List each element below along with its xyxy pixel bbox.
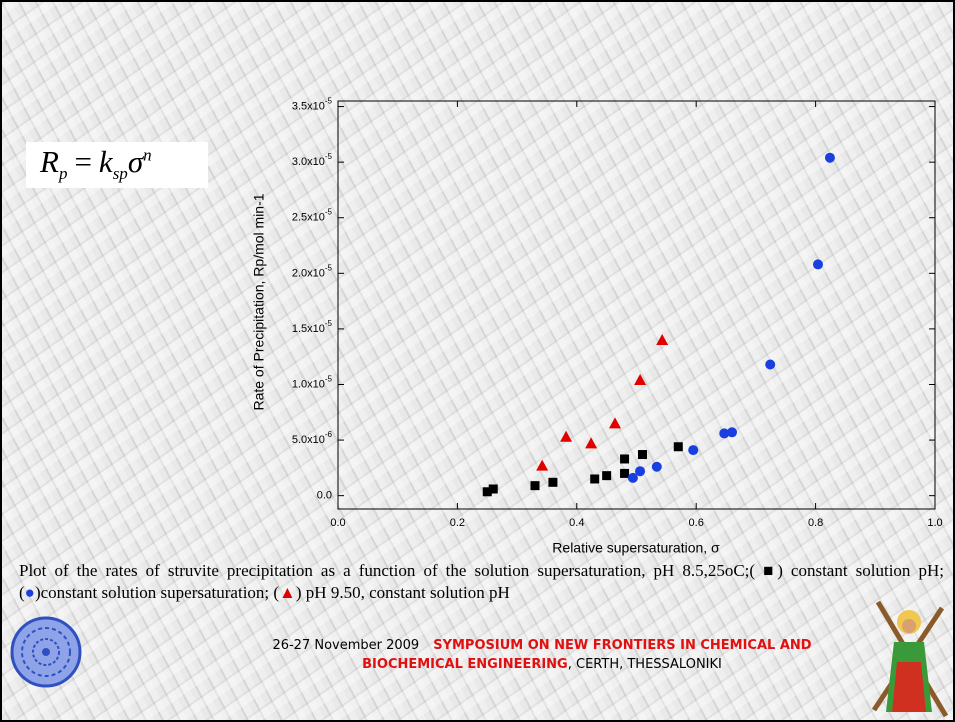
circle-marker [688, 445, 699, 456]
square-marker [590, 474, 600, 484]
caption-symbol: ● [24, 583, 35, 602]
triangle-marker [609, 417, 622, 429]
x-axis-label: Relative supersaturation, σ [552, 540, 720, 556]
triangle-marker [560, 430, 573, 442]
plot-frame [337, 100, 936, 510]
circle-marker [635, 466, 646, 477]
footer-place: , CERTH, THESSALONIKI [567, 657, 722, 672]
footer-symposium: SYMPOSIUM ON NEW FRONTIERS IN CHEMICAL A… [362, 638, 812, 672]
circle-marker [812, 259, 823, 270]
circle-marker [824, 152, 835, 163]
triangle-marker [585, 437, 598, 449]
x-tick-label: 0.4 [569, 517, 584, 529]
formula-part: sp [112, 164, 128, 184]
circle-marker [765, 359, 776, 370]
footer: 26-27 November 2009 SYMPOSIUM ON NEW FRON… [222, 636, 862, 674]
y-tick-label: 3.5x10-5 [292, 97, 333, 113]
triangle-marker [634, 374, 647, 386]
formula-box: Rp = kspσn [26, 142, 208, 188]
square-marker [602, 471, 612, 481]
square-marker [530, 481, 540, 491]
square-marker [548, 477, 558, 487]
square-marker [488, 484, 498, 494]
caption-text: ) constant solution pH; ( [19, 561, 944, 602]
formula-part: p [58, 164, 68, 184]
x-tick-label: 1.0 [927, 517, 942, 529]
y-axis-label: Rate of Precipitation, Rp/mol min-1 [251, 193, 267, 410]
formula-part: n [143, 145, 152, 165]
y-tick-label: 1.0x10-5 [292, 375, 333, 391]
circle-marker [727, 427, 738, 438]
circle-marker [627, 472, 638, 483]
x-tick-label: 0.0 [330, 517, 345, 529]
caption-text: Plot of the rates of struvite precipitat… [19, 561, 764, 580]
caption-text: ) pH 9.50, constant solution pH [295, 583, 510, 602]
x-tick-label: 0.2 [450, 517, 465, 529]
square-marker [620, 468, 630, 478]
triangle-marker [656, 334, 669, 346]
caption-text: )constant solution supersaturation; ( [34, 583, 280, 602]
square-marker [482, 487, 492, 497]
caption-symbol: ▲ [279, 583, 296, 602]
square-marker [673, 442, 683, 452]
caption-symbol: ■ [763, 561, 778, 580]
square-marker [637, 450, 647, 460]
formula-part: = [74, 144, 92, 179]
circle-marker [651, 461, 662, 472]
formula: Rp = kspσn [40, 144, 152, 184]
y-tick-label: 5.0x10-6 [292, 430, 333, 446]
y-tick-label: 0.0 [317, 490, 332, 502]
triangle-marker [536, 459, 549, 471]
square-marker [620, 454, 630, 464]
formula-part: σ [127, 144, 144, 179]
x-tick-label: 0.8 [808, 517, 823, 529]
formula-part: k [98, 144, 113, 179]
footer-date: 26-27 November 2009 [272, 638, 420, 653]
y-tick-label: 2.5x10-5 [292, 208, 333, 224]
circle-marker [719, 428, 730, 439]
x-tick-label: 0.6 [689, 517, 704, 529]
caption: Plot of the rates of struvite precipitat… [19, 560, 944, 604]
y-tick-label: 2.0x10-5 [292, 263, 333, 279]
y-tick-label: 1.5x10-5 [292, 319, 333, 335]
y-tick-label: 3.0x10-5 [292, 152, 333, 168]
formula-part: R [40, 144, 59, 179]
